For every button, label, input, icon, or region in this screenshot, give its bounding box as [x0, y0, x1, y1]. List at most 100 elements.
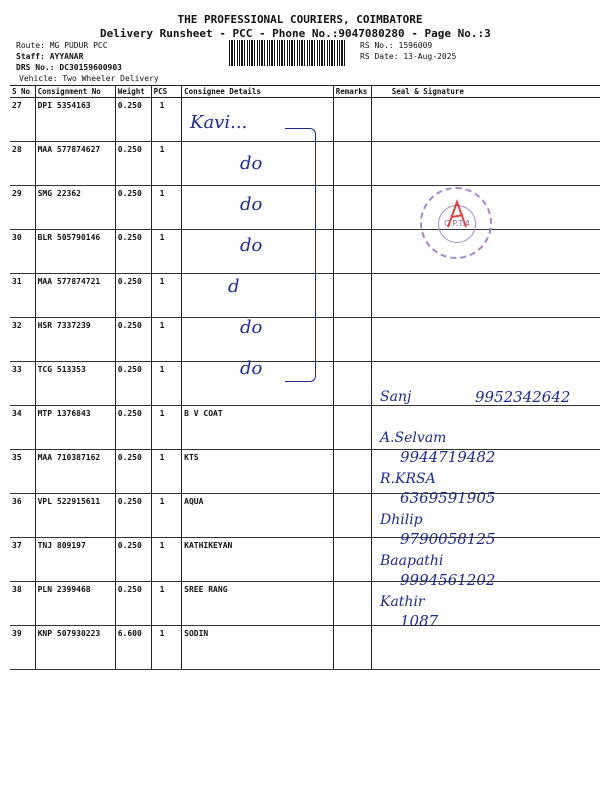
signature-phone: 9994561202	[400, 571, 496, 589]
pcs: 1	[150, 493, 182, 538]
consignment-no: SMG 22362	[34, 185, 116, 230]
table-row: 39 KNP 507930223 6.600 1 SODIN	[10, 625, 600, 670]
consignee-details	[181, 317, 334, 362]
s-no: 37	[10, 537, 36, 582]
consignment-no: VPL 522915611	[34, 493, 116, 538]
seal-signature	[370, 361, 600, 406]
col-pcs: PCS	[150, 85, 182, 98]
consignee-details	[181, 273, 334, 318]
table-row: 32 HSR 7337239 0.250 1	[10, 317, 600, 362]
signature-phone: 6369591905	[400, 489, 496, 507]
staff: Staff: AYYANAR	[16, 52, 84, 61]
handwritten-ditto: d	[228, 276, 240, 297]
handwritten-ditto: Kavi...	[190, 112, 248, 133]
weight: 0.250	[114, 537, 152, 582]
consignee-details: KTS	[181, 449, 334, 494]
pcs: 1	[150, 449, 182, 494]
pcs: 1	[150, 97, 182, 142]
s-no: 28	[10, 141, 36, 186]
remarks	[332, 317, 372, 362]
s-no: 33	[10, 361, 36, 406]
seal-signature	[370, 449, 600, 494]
seal-signature	[370, 625, 600, 670]
signature-name: R.KRSA	[380, 471, 436, 487]
consignee-details	[181, 229, 334, 274]
remarks	[332, 97, 372, 142]
consignee-details: KATHIKEYAN	[181, 537, 334, 582]
pcs: 1	[150, 581, 182, 626]
runsheet-subtitle: Delivery Runsheet - PCC - Phone No.:9047…	[100, 27, 491, 40]
weight: 0.250	[114, 493, 152, 538]
pcs: 1	[150, 537, 182, 582]
remarks	[332, 537, 372, 582]
consignment-no: MAA 577874627	[34, 141, 116, 186]
pcs: 1	[150, 317, 182, 362]
consignment-no: HSR 7337239	[34, 317, 116, 362]
s-no: 39	[10, 625, 36, 670]
signature-name: Kathir	[380, 594, 425, 610]
remarks	[332, 361, 372, 406]
route: Route: MG PUDUR PCC	[16, 41, 108, 50]
weight: 0.250	[114, 317, 152, 362]
barcode	[229, 40, 345, 66]
s-no: 30	[10, 229, 36, 274]
table-row: 31 MAA 577874721 0.250 1	[10, 273, 600, 318]
remarks	[332, 581, 372, 626]
consignee-details: AQUA	[181, 493, 334, 538]
table-row: 33 TCG 513353 0.250 1	[10, 361, 600, 406]
handwritten-ditto: do	[240, 235, 263, 256]
table-row: 38 PLN 2399468 0.250 1 SREE RANG	[10, 581, 600, 626]
col-weight: Weight	[114, 85, 152, 98]
consignment-no: MAA 710387162	[34, 449, 116, 494]
consignee-details: SODIN	[181, 625, 334, 670]
seal-signature	[370, 581, 600, 626]
weight: 0.250	[114, 581, 152, 626]
table-row: 27 DPI 5354163 0.250 1	[10, 97, 600, 142]
remarks	[332, 229, 372, 274]
stamp-text: C.P.T.4	[438, 205, 476, 243]
col-sno: S No	[10, 85, 36, 98]
weight: 0.250	[114, 141, 152, 186]
weight: 0.250	[114, 273, 152, 318]
seal-signature	[370, 537, 600, 582]
col-consignment: Consignment No	[34, 85, 116, 98]
consignment-no: MAA 577874721	[34, 273, 116, 318]
company-title: THE PROFESSIONAL COURIERS, COIMBATORE	[177, 13, 423, 26]
s-no: 29	[10, 185, 36, 230]
consignment-no: TCG 513353	[34, 361, 116, 406]
signature-name: Sanj	[380, 389, 412, 405]
seal-signature	[370, 493, 600, 538]
remarks	[332, 625, 372, 670]
seal-signature	[370, 405, 600, 450]
seal-signature	[370, 317, 600, 362]
remarks	[332, 449, 372, 494]
signature-phone: 9952342642	[475, 388, 571, 406]
weight: 6.600	[114, 625, 152, 670]
remarks	[332, 273, 372, 318]
signature-name: A.Selvam	[380, 430, 447, 446]
consignee-details	[181, 185, 334, 230]
consignee-details: B V COAT	[181, 405, 334, 450]
signature-phone: 9944719482	[400, 448, 496, 466]
seal-stamp: C.P.T.4	[420, 187, 492, 259]
weight: 0.250	[114, 97, 152, 142]
seal-signature	[370, 97, 600, 142]
col-consignee: Consignee Details	[181, 85, 334, 98]
ditto-bracket	[285, 128, 316, 382]
rs-date: RS Date: 13-Aug-2025	[360, 52, 457, 61]
signature-name: Baapathi	[380, 553, 444, 569]
col-remarks: Remarks	[332, 85, 372, 98]
signature-phone: 9790058125	[400, 530, 496, 548]
table-row: 37 TNJ 809197 0.250 1 KATHIKEYAN	[10, 537, 600, 582]
weight: 0.250	[114, 449, 152, 494]
consignment-no: TNJ 809197	[34, 537, 116, 582]
s-no: 27	[10, 97, 36, 142]
weight: 0.250	[114, 405, 152, 450]
remarks	[332, 185, 372, 230]
handwritten-ditto: do	[240, 358, 263, 379]
consignee-details	[181, 361, 334, 406]
runsheet-table: S No Consignment No Weight PCS Consignee…	[10, 85, 600, 670]
s-no: 31	[10, 273, 36, 318]
s-no: 32	[10, 317, 36, 362]
col-seal: Seal & Signature	[370, 85, 600, 98]
